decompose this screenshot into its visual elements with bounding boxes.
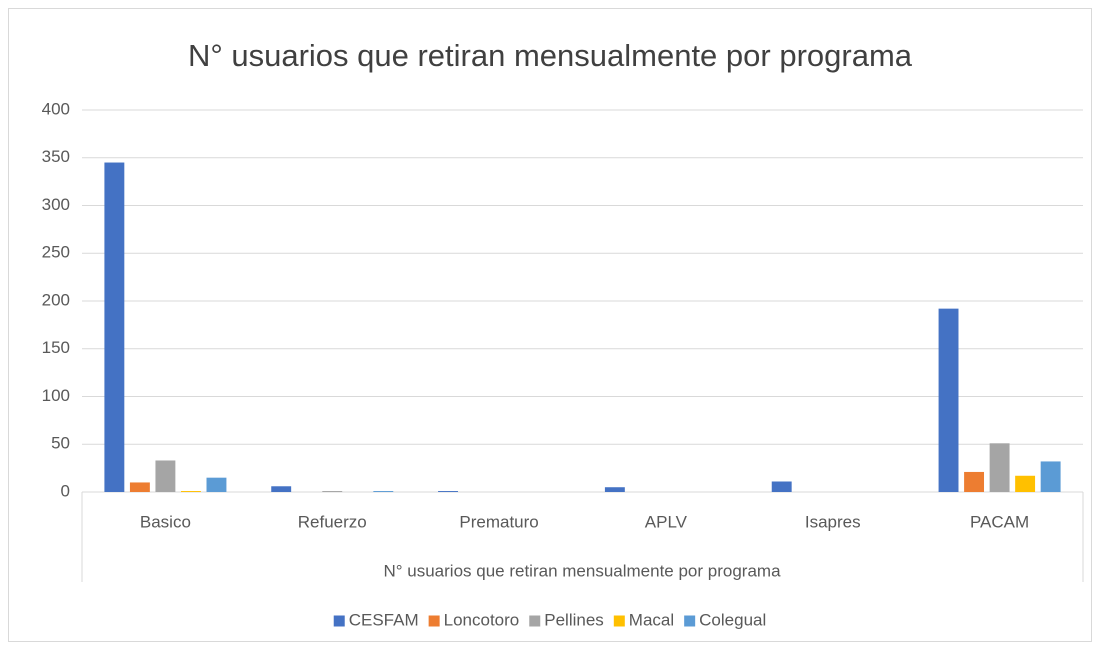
- y-tick-label: 400: [42, 99, 70, 118]
- legend-swatch: [333, 615, 345, 627]
- chart-title: N° usuarios que retiran mensualmente por…: [188, 38, 913, 73]
- bar: [1040, 461, 1061, 492]
- x-axis-label: N° usuarios que retiran mensualmente por…: [383, 561, 781, 580]
- bar: [938, 308, 959, 492]
- legend-swatch: [529, 615, 541, 627]
- legend-label: CESFAM: [349, 610, 419, 629]
- chart-border: [8, 8, 1092, 642]
- x-tick-label: APLV: [645, 512, 688, 531]
- x-tick-label: Prematuro: [459, 512, 538, 531]
- legend-label: Colegual: [699, 610, 766, 629]
- legend-swatch: [428, 615, 440, 627]
- legend-swatch: [613, 615, 625, 627]
- bar: [1015, 475, 1036, 492]
- legend-swatch: [684, 615, 696, 627]
- bar: [322, 491, 343, 492]
- legend-label: Pellines: [544, 610, 604, 629]
- y-tick-label: 250: [42, 243, 70, 262]
- bar: [155, 460, 176, 492]
- bar: [104, 162, 125, 492]
- bar: [206, 477, 227, 492]
- y-tick-label: 150: [42, 338, 70, 357]
- bar: [438, 491, 458, 492]
- legend-label: Macal: [629, 610, 674, 629]
- x-tick-label: PACAM: [970, 512, 1029, 531]
- bar: [604, 487, 625, 492]
- x-tick-label: Basico: [140, 512, 191, 531]
- bar: [129, 482, 150, 492]
- x-tick-label: Isapres: [805, 512, 861, 531]
- y-tick-label: 50: [51, 434, 70, 453]
- y-tick-label: 350: [42, 147, 70, 166]
- bar: [771, 481, 792, 492]
- legend-label: Loncotoro: [444, 610, 520, 629]
- bar: [271, 486, 292, 492]
- bar: [964, 471, 985, 492]
- y-tick-label: 0: [61, 481, 70, 500]
- y-tick-label: 300: [42, 195, 70, 214]
- x-tick-label: Refuerzo: [298, 512, 367, 531]
- bar: [989, 443, 1010, 492]
- y-tick-label: 200: [42, 290, 70, 309]
- bar: [373, 491, 394, 492]
- y-tick-label: 100: [42, 386, 70, 405]
- bar: [180, 491, 201, 492]
